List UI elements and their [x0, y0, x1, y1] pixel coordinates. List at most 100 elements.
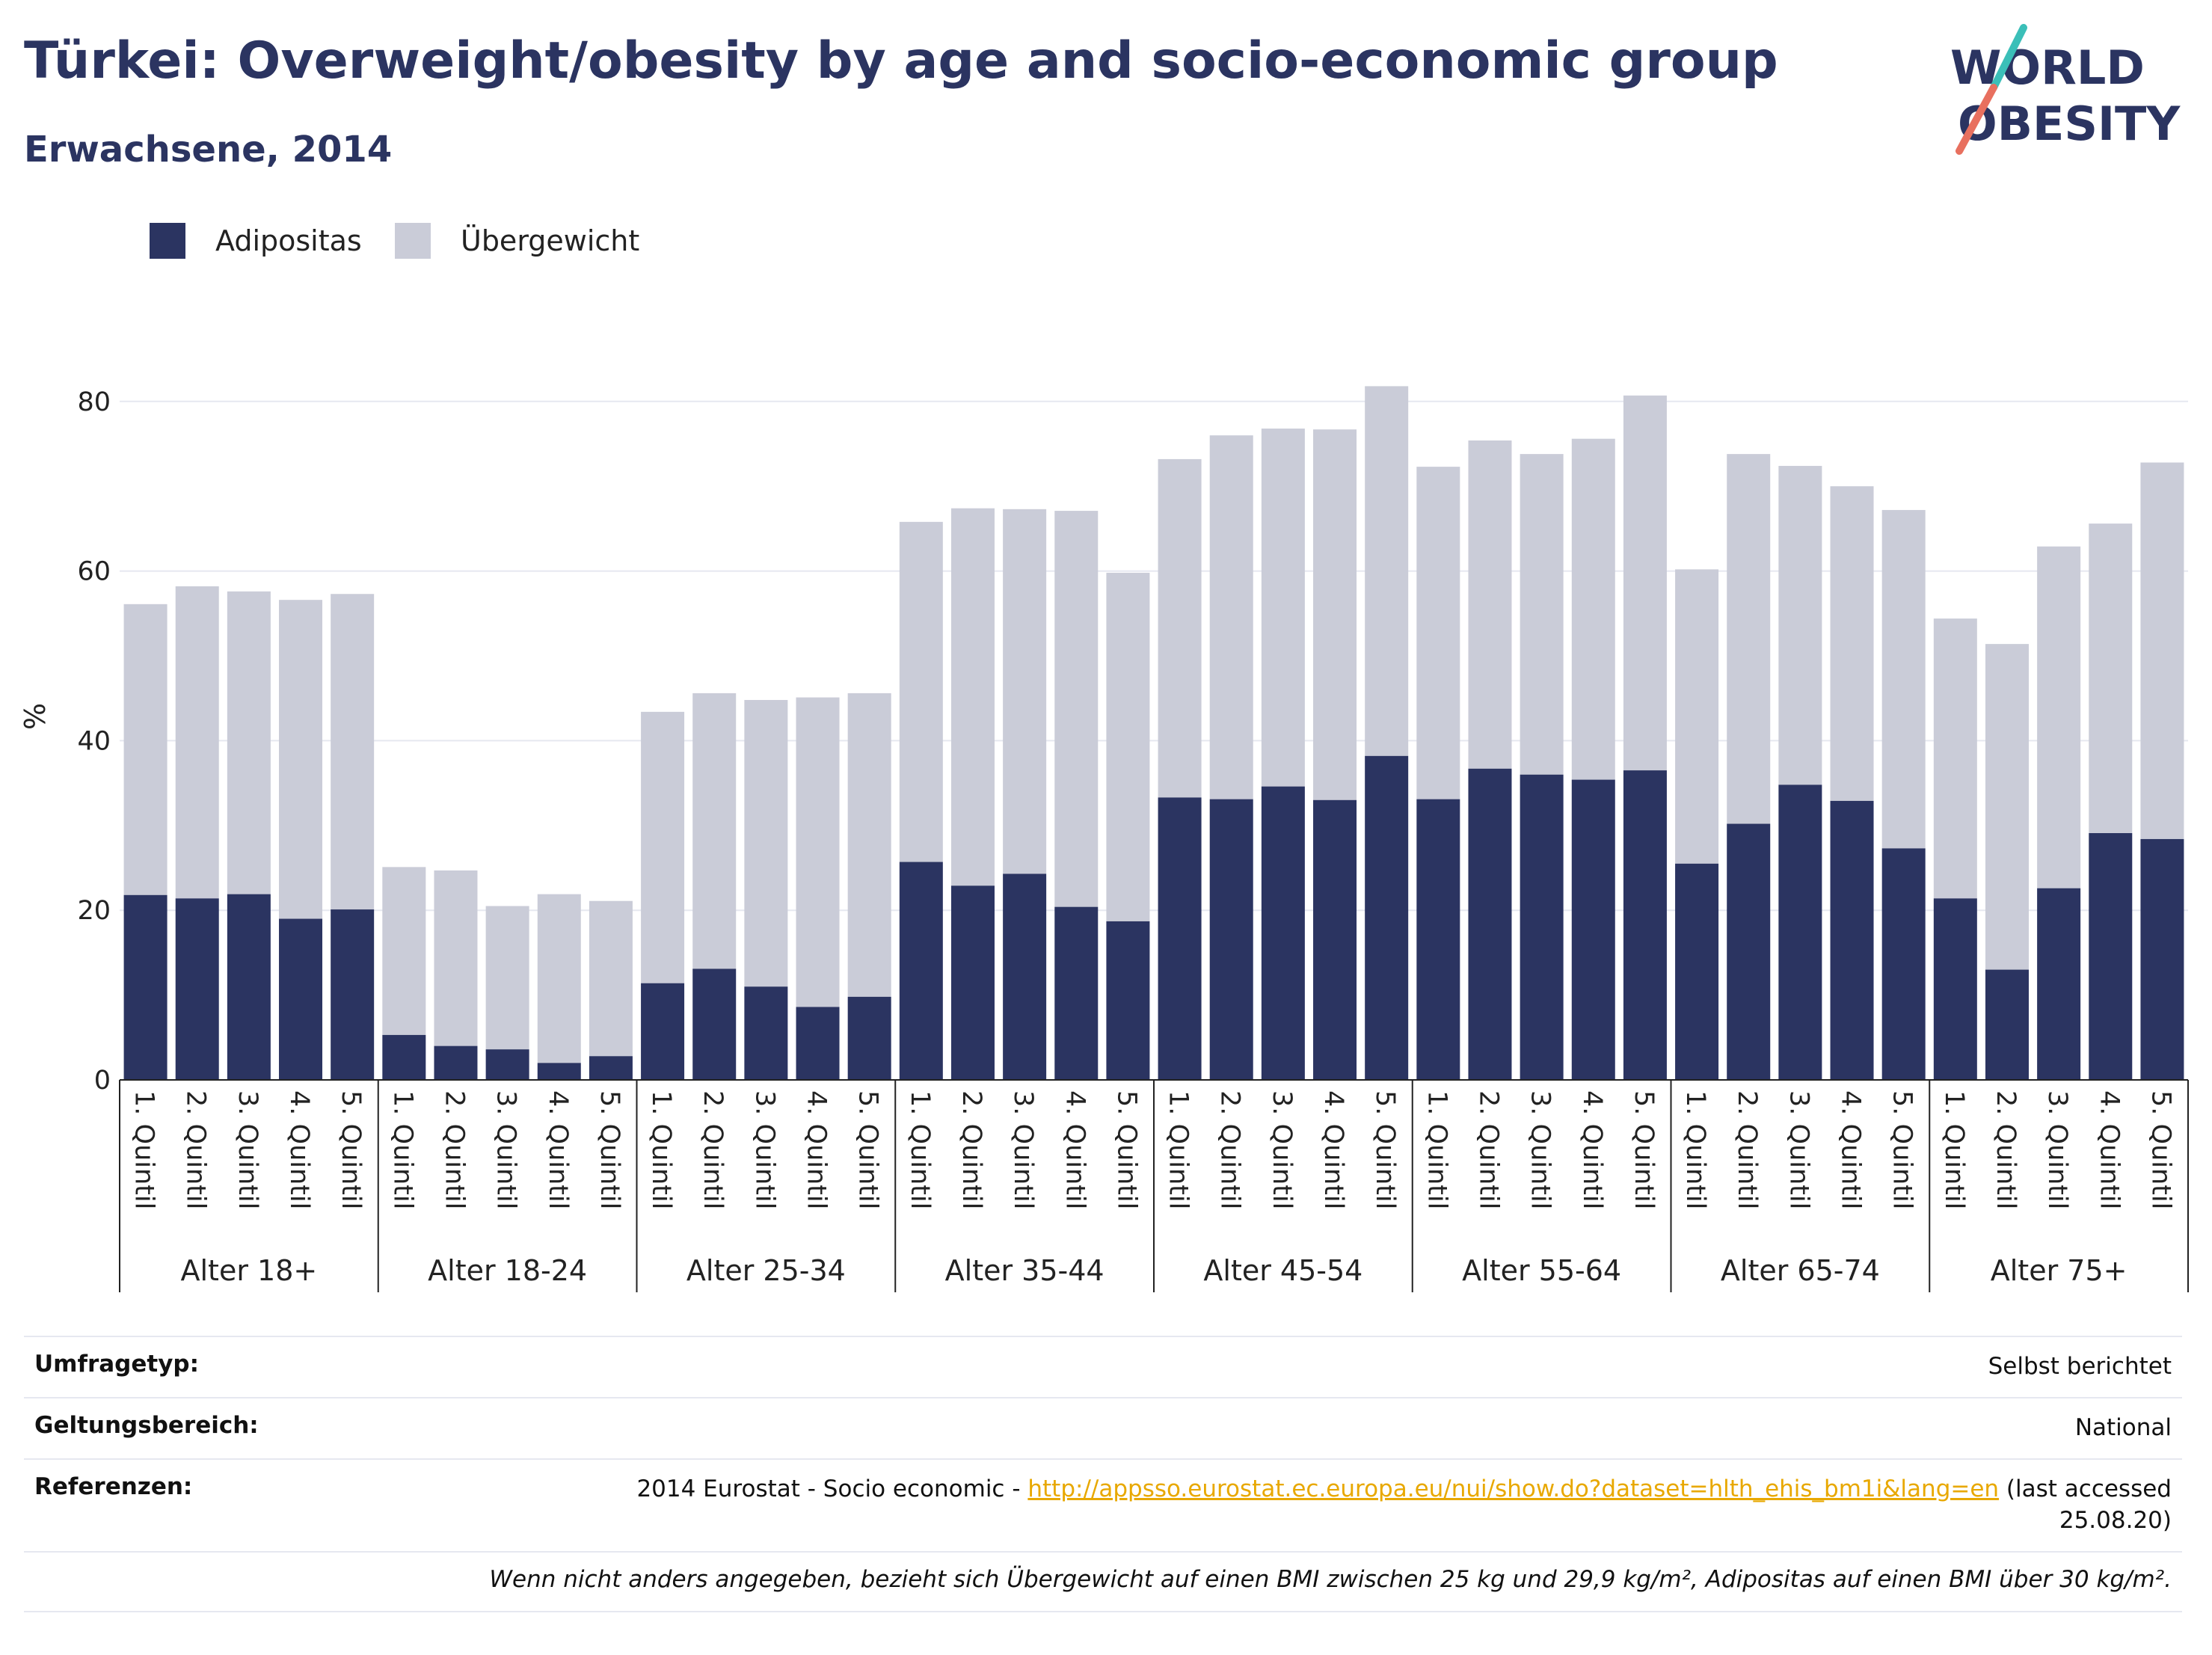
group-label-1: Alter 18-24 [428, 1254, 587, 1287]
axes: 0 20 40 60 80 1. Quintil 2. Quintil 3. Quintil 4… [77, 387, 2189, 1292]
x-tick-label-g6-q3: 3. Quintil [1784, 1090, 1813, 1209]
bar-overweight-g7-q5 [2140, 462, 2184, 839]
x-tick-label-g5-q1: 1. Quintil [1422, 1090, 1451, 1209]
x-tick-label-g6-q5: 5. Quintil [1887, 1090, 1917, 1209]
logo-text-world: WORLD [1950, 40, 2145, 95]
bar-obesity-g1-q4 [537, 1063, 581, 1080]
bar-overweight-g1-q2 [434, 870, 478, 1046]
bar-overweight-g1-q5 [589, 900, 633, 1057]
x-tick-label-g6-q4: 4. Quintil [1836, 1090, 1866, 1209]
legend-label-overweight: Übergewicht [461, 224, 640, 257]
bar-overweight-g7-q1 [1933, 618, 1977, 899]
bar-obesity-g0-q2 [175, 898, 219, 1080]
x-tick-label-g7-q5: 5. Quintil [2145, 1090, 2175, 1209]
meta-row-survey-type: Umfragetyp: Selbst berichtet [24, 1336, 2182, 1397]
bar-obesity-g4-q2 [1209, 799, 1253, 1080]
bar-obesity-g5-q1 [1416, 799, 1460, 1080]
x-tick-label-g5-q5: 5. Quintil [1629, 1090, 1659, 1209]
references-link[interactable]: http://appsso.eurostat.ec.europa.eu/nui/… [1027, 1476, 2000, 1502]
bar-overweight-g3-q2 [950, 508, 995, 886]
bar-overweight-g7-q4 [2089, 523, 2133, 834]
bar-overweight-g4-q3 [1261, 429, 1305, 787]
bar-overweight-g0-q1 [123, 604, 168, 895]
bar-obesity-g2-q3 [744, 986, 788, 1080]
bar-overweight-g2-q4 [796, 697, 840, 1007]
x-tick-label-g6-q2: 2. Quintil [1732, 1090, 1762, 1209]
bar-overweight-g6-q2 [1727, 454, 1771, 824]
x-tick-label-g2-q3: 3. Quintil [749, 1090, 779, 1209]
bar-obesity-g2-q2 [692, 968, 737, 1080]
group-label-0: Alter 18+ [181, 1254, 318, 1287]
bar-overweight-g0-q4 [279, 600, 323, 919]
chart-title: Türkei: Overweight/obesity by age and so… [24, 31, 1778, 90]
bar-obesity-g1-q3 [485, 1049, 529, 1080]
bar-overweight-g7-q3 [2037, 546, 2081, 888]
x-tick-label-g2-q4: 4. Quintil [802, 1090, 832, 1209]
x-tick-label-g5-q3: 3. Quintil [1526, 1090, 1555, 1209]
bar-obesity-g6-q3 [1778, 784, 1822, 1080]
bar-obesity-g1-q1 [382, 1034, 426, 1080]
x-tick-label-g1-q3: 3. Quintil [491, 1090, 521, 1209]
bar-overweight-g2-q2 [692, 693, 737, 969]
chart-subtitle: Erwachsene, 2014 [24, 129, 393, 171]
x-tick-label-g3-q5: 5. Quintil [1111, 1090, 1141, 1209]
bar-obesity-g4-q4 [1313, 799, 1357, 1080]
bar-obesity-g3-q5 [1106, 921, 1150, 1080]
logo-text-obesity: OBESITY [1958, 96, 2181, 151]
bar-obesity-g7-q5 [2140, 838, 2184, 1080]
y-tick-label-0: 0 [94, 1066, 111, 1096]
scope-value: National [2074, 1414, 2172, 1441]
bar-overweight-g5-q1 [1416, 467, 1460, 799]
bars [123, 386, 2184, 1080]
bar-overweight-g3-q5 [1106, 572, 1150, 921]
bar-obesity-g3-q3 [1003, 873, 1047, 1080]
bar-obesity-g3-q4 [1054, 906, 1099, 1080]
legend-item-obesity: Adipositas [150, 223, 362, 259]
bar-obesity-g3-q1 [899, 862, 943, 1080]
bar-overweight-g0-q3 [227, 591, 271, 894]
bar-overweight-g5-q5 [1623, 395, 1667, 771]
x-tick-label-g7-q2: 2. Quintil [1991, 1090, 2021, 1209]
x-tick-label-g6-q1: 1. Quintil [1680, 1090, 1710, 1209]
bar-obesity-g7-q1 [1933, 898, 1977, 1080]
x-tick-label-g0-q1: 1. Quintil [129, 1090, 159, 1209]
x-tick-label-g1-q5: 5. Quintil [595, 1090, 624, 1209]
meta-row-scope: Geltungsbereich: National [24, 1397, 2182, 1458]
bar-overweight-g5-q3 [1520, 454, 1564, 775]
y-tick-label-20: 20 [77, 896, 111, 926]
x-tick-label-g5-q4: 4. Quintil [1577, 1090, 1607, 1209]
bar-overweight-g2-q5 [847, 693, 891, 997]
references-suffix: (last accessed [1999, 1476, 2172, 1502]
y-tick-label-60: 60 [77, 557, 111, 587]
bar-obesity-g0-q1 [123, 894, 168, 1080]
bar-overweight-g0-q2 [175, 586, 219, 899]
x-tick-label-g4-q1: 1. Quintil [1164, 1090, 1193, 1209]
references-key: Referenzen: [34, 1473, 193, 1500]
legend-item-overweight: Übergewicht [395, 223, 639, 259]
bar-overweight-g4-q2 [1209, 435, 1253, 799]
x-tick-label-g1-q1: 1. Quintil [387, 1090, 417, 1209]
bar-overweight-g5-q2 [1468, 440, 1512, 769]
bar-obesity-g7-q2 [1985, 969, 2029, 1080]
group-label-7: Alter 75+ [1991, 1254, 2127, 1287]
x-tick-label-g4-q3: 3. Quintil [1267, 1090, 1297, 1209]
group-label-2: Alter 25-34 [686, 1254, 846, 1287]
bar-obesity-g7-q4 [2089, 833, 2133, 1080]
bar-obesity-g7-q3 [2037, 888, 2081, 1080]
grid-lines [120, 400, 2188, 912]
group-label-5: Alter 55-64 [1462, 1254, 1621, 1287]
meta-row-references: Referenzen: 2014 Eurostat - Socio econom… [24, 1458, 2182, 1551]
bar-obesity-g2-q4 [796, 1007, 840, 1080]
legend-swatch-obesity [150, 223, 185, 259]
bar-obesity-g0-q3 [227, 894, 271, 1080]
x-tick-label-g4-q5: 5. Quintil [1370, 1090, 1400, 1209]
bar-overweight-g3-q1 [899, 521, 943, 862]
bar-obesity-g2-q1 [641, 983, 685, 1080]
bar-obesity-g5-q2 [1468, 768, 1512, 1080]
bar-obesity-g3-q2 [950, 885, 995, 1080]
bar-overweight-g4-q1 [1158, 458, 1202, 798]
bar-overweight-g4-q5 [1365, 386, 1409, 756]
x-tick-label-g1-q2: 2. Quintil [439, 1090, 469, 1209]
bar-overweight-g3-q3 [1003, 509, 1047, 874]
bar-obesity-g0-q5 [331, 909, 375, 1080]
